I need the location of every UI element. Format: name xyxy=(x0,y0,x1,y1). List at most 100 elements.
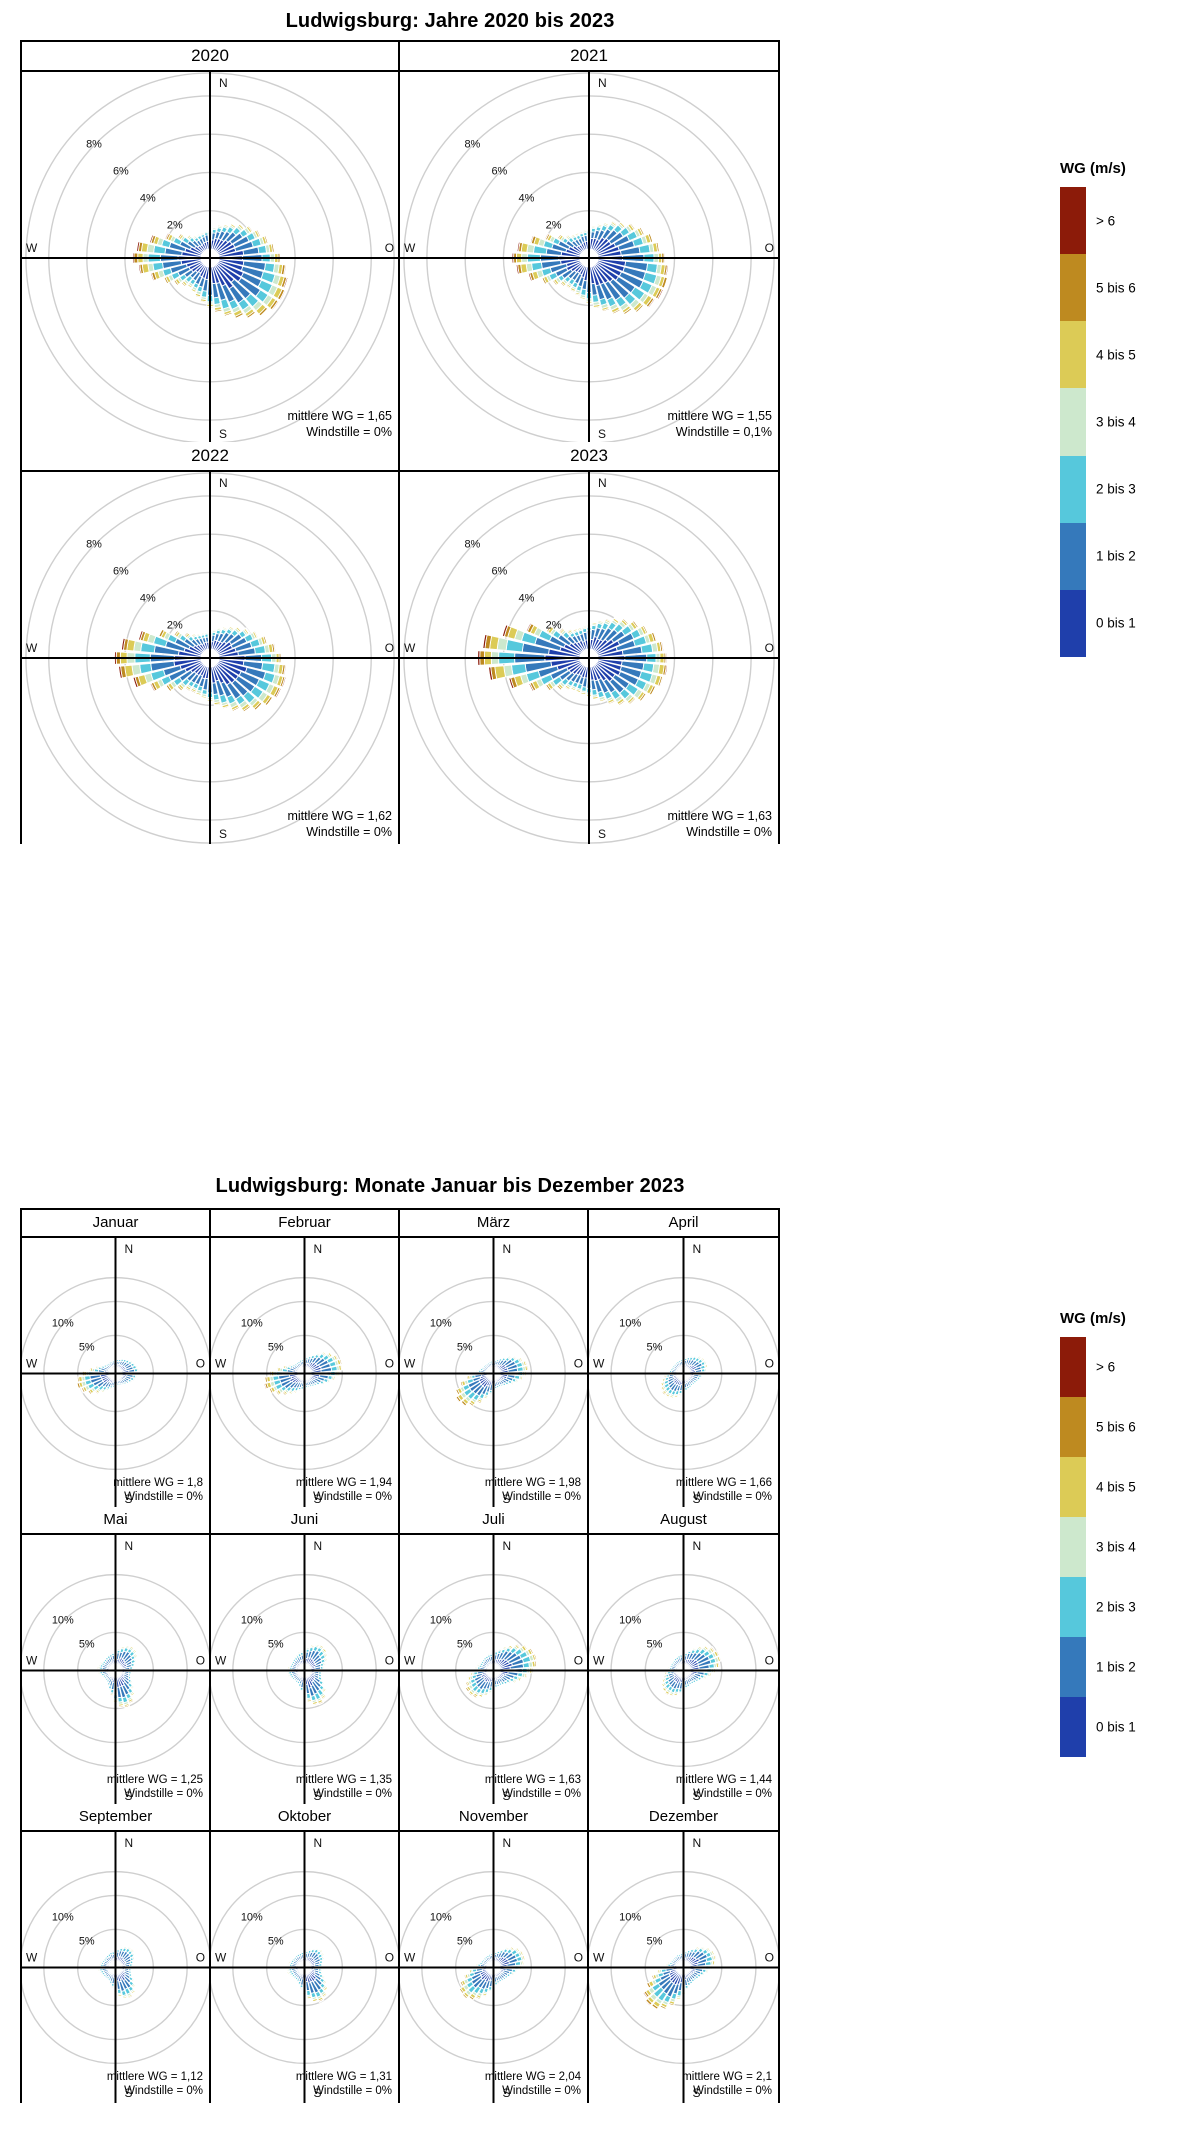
direction-label-south: S xyxy=(219,827,227,841)
wind-rose-sector xyxy=(645,262,658,274)
direction-label-south: S xyxy=(693,1492,701,1506)
wind-rose-sector xyxy=(544,232,549,240)
wind-rose-sector xyxy=(287,1392,292,1396)
wind-rose-sector xyxy=(603,220,610,225)
wind-rose-sector xyxy=(212,225,218,228)
wind-rose-sector xyxy=(319,1383,323,1388)
wind-rose-sector xyxy=(323,1646,328,1652)
wind-rose-sector xyxy=(486,1652,490,1655)
wind-rose-sector xyxy=(184,687,190,693)
wind-rose-sector xyxy=(649,232,654,243)
wind-rose-sector xyxy=(111,1949,115,1951)
wind-rose-sector xyxy=(516,241,521,253)
wind-rose-sector xyxy=(564,285,571,290)
direction-label-west: W xyxy=(404,1653,416,1667)
wind-rose-sector xyxy=(283,664,287,676)
wind-rose-sector xyxy=(476,1960,479,1964)
direction-label-west: W xyxy=(404,641,416,655)
wind-rose-sector xyxy=(718,1661,721,1668)
direction-label-east: O xyxy=(385,1950,394,1964)
wind-rose-sector xyxy=(286,1363,290,1367)
wind-rose-sector xyxy=(500,1356,504,1359)
wind-rose-sector xyxy=(504,1978,508,1982)
wind-rose-sector xyxy=(118,665,123,679)
wind-rose-sector xyxy=(139,662,153,675)
wind-rose-sector xyxy=(263,1376,267,1384)
wind-rose-sector xyxy=(322,1962,325,1967)
direction-label-east: O xyxy=(385,641,394,655)
wind-rose-sector xyxy=(124,1944,129,1948)
wind-rose-sector xyxy=(292,1654,296,1658)
wind-rose-sector xyxy=(482,1694,488,1698)
wind-rose-sector xyxy=(498,1646,503,1650)
legend-band-label: 5 bis 6 xyxy=(1096,280,1136,296)
wind-rose-sector xyxy=(214,310,223,314)
radial-tick-label: 5% xyxy=(79,1936,95,1948)
wind-rose-sector xyxy=(697,1680,701,1684)
wind-rose-sector xyxy=(217,626,223,630)
direction-label-south: S xyxy=(693,2086,701,2100)
wind-rose-sector xyxy=(716,1649,721,1656)
wind-rose-sector xyxy=(642,662,655,673)
wind-rose-sector xyxy=(185,233,190,238)
calm-share-label: Windstille = 0% xyxy=(502,1491,581,1504)
facet-strip-label: September xyxy=(22,1804,209,1832)
wind-rose-sector xyxy=(694,1353,699,1358)
wind-rose-sector xyxy=(97,1674,101,1678)
calm-share-label: Windstille = 0% xyxy=(313,2085,392,2098)
direction-label-north: N xyxy=(502,1539,511,1553)
wind-rose-sector xyxy=(318,1999,325,2004)
wind-rose-sector xyxy=(467,1996,474,2002)
wind-rose-sector xyxy=(194,693,201,697)
radial-tick-label: 8% xyxy=(86,138,102,150)
wind-rose-sector xyxy=(133,1951,137,1956)
wind-rose-sector xyxy=(496,1387,501,1390)
wind-rose-sector xyxy=(520,1356,524,1362)
wind-rose-sector xyxy=(203,631,209,633)
radial-tick-label: 4% xyxy=(519,193,535,205)
direction-label-west: W xyxy=(26,1356,38,1370)
direction-label-east: O xyxy=(385,1356,394,1370)
wind-rose-sector xyxy=(569,232,575,237)
legend-color-swatch xyxy=(1060,1637,1086,1697)
facet-strip-label: Juli xyxy=(400,1507,587,1535)
wind-rose-sector xyxy=(712,1949,717,1955)
wind-rose-sector xyxy=(96,1671,98,1676)
wind-rose-sector xyxy=(261,662,276,674)
wind-rose-sector xyxy=(464,1687,469,1693)
wind-rose-sector xyxy=(591,620,598,623)
wind-rose-sector xyxy=(232,707,241,713)
wind-rose-sector xyxy=(132,1979,137,1984)
wind-rose-sector xyxy=(191,233,196,238)
wind-rose-sector xyxy=(322,1968,324,1973)
legend-band-label: 0 bis 1 xyxy=(1096,615,1136,631)
wind-rose-sector xyxy=(494,1688,499,1690)
wind-rose-sector xyxy=(140,641,156,654)
wind-rose-sector xyxy=(563,686,570,692)
legend-swatches xyxy=(1060,187,1086,657)
facet-strip-label: April xyxy=(589,1210,778,1238)
calm-share-label: Windstille = 0% xyxy=(306,825,392,839)
wind-rose-sector xyxy=(128,1700,135,1705)
wind-rose-sector xyxy=(199,301,207,304)
wind-rose-sector xyxy=(103,1361,107,1365)
wind-rose-sector xyxy=(224,313,233,318)
direction-label-north: N xyxy=(598,476,607,490)
radial-tick-label: 4% xyxy=(140,192,156,204)
wind-rose-sector xyxy=(466,1676,469,1682)
mean-wind-speed-label: mittlere WG = 1,63 xyxy=(484,1773,581,1786)
wind-rose-sector xyxy=(295,1684,299,1687)
legend-band-label: 2 bis 3 xyxy=(1096,481,1136,497)
mean-wind-speed-label: mittlere WG = 1,65 xyxy=(287,409,392,423)
mean-wind-speed-label: mittlere WG = 1,98 xyxy=(484,1476,581,1489)
radial-tick-label: 6% xyxy=(113,565,129,577)
wind-rose-sector xyxy=(505,639,525,653)
mean-wind-speed-label: mittlere WG = 1,62 xyxy=(287,809,392,823)
